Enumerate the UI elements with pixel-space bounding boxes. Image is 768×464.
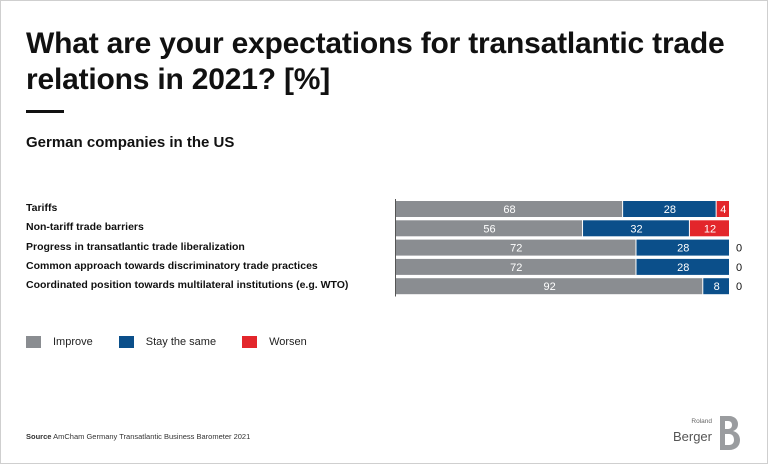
data-label-improve-2: 72 xyxy=(510,243,522,255)
data-label-worsen-4: 0 xyxy=(736,281,742,293)
chart-title: What are your expectations for transatla… xyxy=(26,27,725,96)
bar-worsen-1 xyxy=(689,220,729,237)
roland-berger-logo: Roland Berger xyxy=(666,414,742,452)
bar-stay-the-same-1 xyxy=(583,220,689,237)
title-underline xyxy=(26,110,64,113)
bar-improve-3 xyxy=(396,258,636,275)
category-labels: Tariffs Non-tariff trade barriers Progre… xyxy=(26,199,396,295)
category-label-non-tariff-barriers: Non-tariff trade barriers xyxy=(26,221,144,234)
legend-label-improve: Improve xyxy=(53,336,93,348)
legend-item-worsen: Worsen xyxy=(242,336,307,348)
bar-improve-1 xyxy=(396,220,583,237)
legend-item-improve: Improve xyxy=(26,336,93,348)
bar-worsen-0 xyxy=(716,201,729,217)
data-label-stay-the-same-1: 32 xyxy=(630,223,642,235)
data-label-stay-the-same-0: 28 xyxy=(664,204,676,216)
data-label-improve-3: 72 xyxy=(510,262,522,274)
data-label-improve-1: 56 xyxy=(483,223,495,235)
chart-subtitle: German companies in the US xyxy=(26,134,235,151)
category-label-discriminatory-practices: Common approach towards discriminatory t… xyxy=(26,259,318,272)
source-label: Source xyxy=(26,432,52,441)
logo-text-main: Berger xyxy=(672,429,712,444)
bar-improve-2 xyxy=(396,239,636,256)
legend-swatch-stay-the-same xyxy=(118,336,134,348)
data-label-worsen-0: 4 xyxy=(720,204,726,216)
legend: Improve Stay the same Worsen xyxy=(26,336,333,348)
category-label-multilateral-institutions: Coordinated position towards multilatera… xyxy=(26,279,349,292)
data-label-stay-the-same-4: 8 xyxy=(714,281,720,293)
logo-mark-icon xyxy=(720,416,740,450)
data-label-improve-4: 92 xyxy=(544,281,556,293)
logo-text-small: Roland xyxy=(691,418,712,425)
category-label-trade-liberalization: Progress in transatlantic trade liberali… xyxy=(26,240,245,253)
category-label-tariffs: Tariffs xyxy=(26,202,58,214)
legend-label-stay-the-same: Stay the same xyxy=(145,336,217,348)
bar-stay-the-same-3 xyxy=(636,258,729,275)
data-label-worsen-3: 0 xyxy=(736,262,742,274)
bar-improve-0 xyxy=(396,201,623,217)
data-label-worsen-2: 0 xyxy=(736,243,742,255)
legend-swatch-improve xyxy=(26,336,41,348)
legend-swatch-worsen xyxy=(242,336,258,348)
source-text: AmCham Germany Transatlantic Business Ba… xyxy=(53,432,251,441)
bar-stay-the-same-0 xyxy=(623,201,716,217)
source-note: Source AmCham Germany Transatlantic Busi… xyxy=(26,432,250,441)
legend-label-worsen: Worsen xyxy=(269,336,307,348)
data-label-worsen-1: 12 xyxy=(704,223,716,235)
data-label-stay-the-same-3: 28 xyxy=(677,262,689,274)
data-label-improve-0: 68 xyxy=(503,204,515,216)
bar-stay-the-same-4 xyxy=(703,278,729,295)
legend-item-stay-the-same: Stay the same xyxy=(118,336,217,348)
bar-stay-the-same-2 xyxy=(636,239,729,256)
bar-improve-4 xyxy=(396,278,703,295)
data-label-stay-the-same-2: 28 xyxy=(677,243,689,255)
